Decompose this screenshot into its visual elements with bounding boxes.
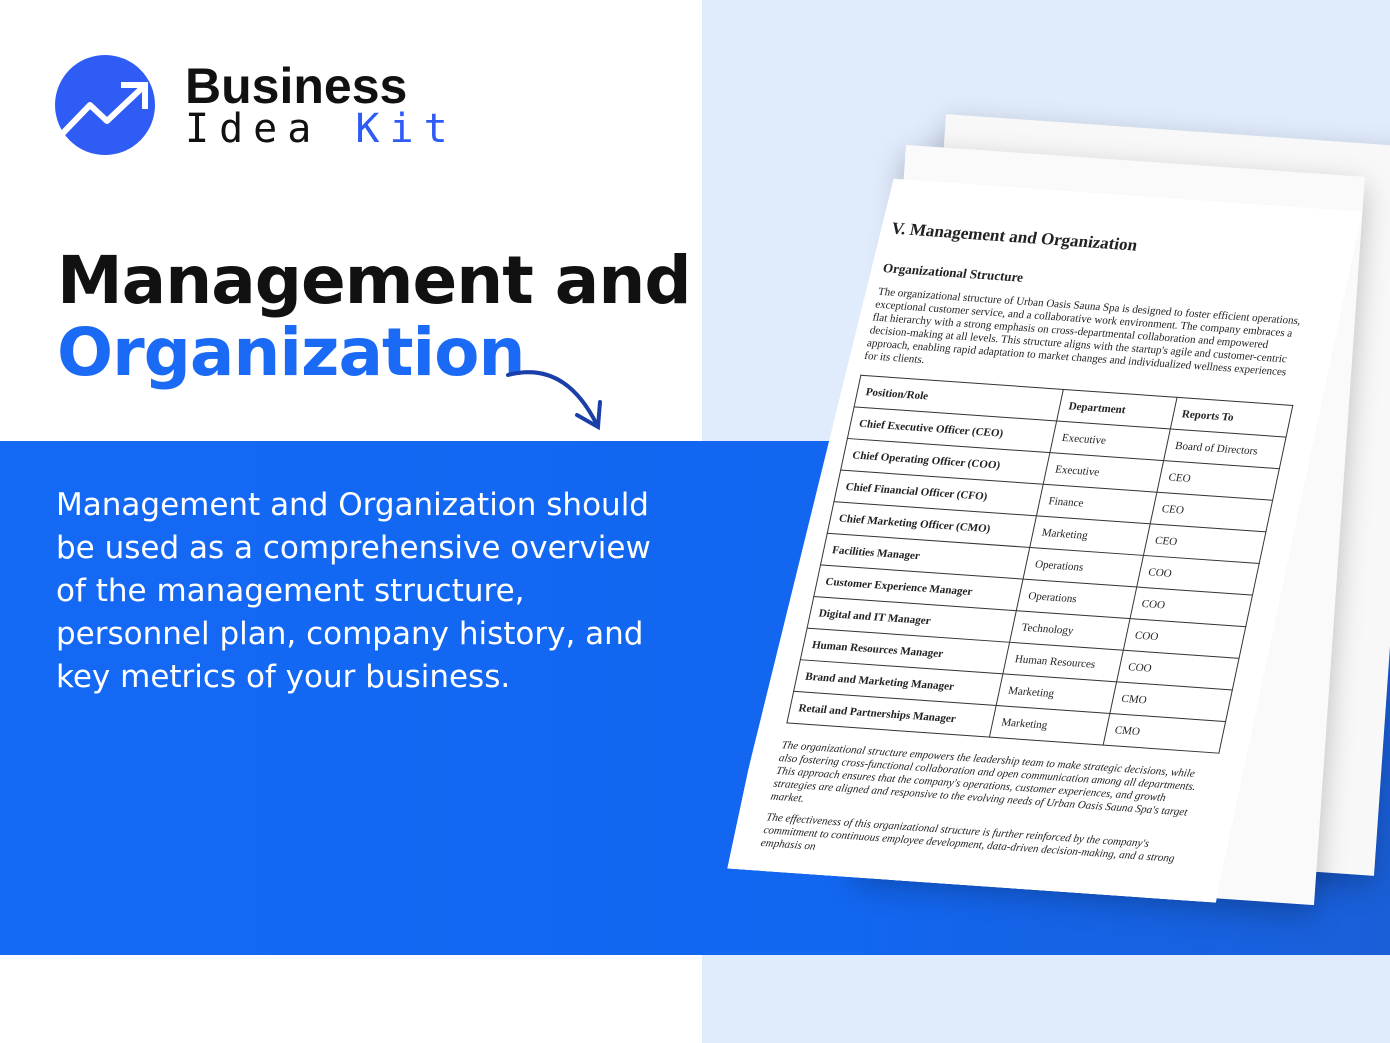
logo-business: Business <box>185 58 408 114</box>
doc-title: V. Management and Organization <box>889 218 1140 255</box>
doc-intro: The organizational structure of Urban Oa… <box>863 285 1302 379</box>
logo-idea-kit: Idea Kit <box>185 106 458 152</box>
table-cell: CMO <box>1103 713 1225 753</box>
curved-arrow-icon <box>506 370 602 431</box>
table-cell: Marketing <box>990 706 1110 746</box>
logo: Business Idea Kit <box>55 55 458 155</box>
org-table: Position/Role Department Reports To Chief … <box>786 375 1293 754</box>
trend-arrow-icon <box>55 55 155 155</box>
description: Management and Organization should be us… <box>56 487 651 695</box>
page-title: Management and Organization <box>57 242 692 391</box>
